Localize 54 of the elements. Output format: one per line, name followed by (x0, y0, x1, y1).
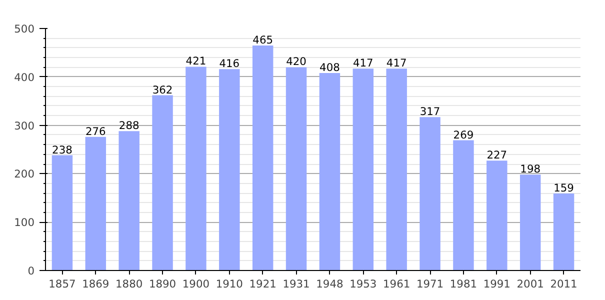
x-tick-label: 1910 (216, 278, 244, 290)
data-label: 227 (486, 148, 508, 162)
y-tick-label: 0 (28, 264, 35, 278)
bar (118, 131, 140, 270)
x-tick-label: 1981 (450, 278, 478, 290)
data-label: 420 (286, 55, 307, 68)
data-label: 198 (520, 162, 541, 176)
data-label: 465 (252, 33, 274, 46)
data-label: 288 (118, 119, 140, 132)
x-tick-label: 1971 (416, 278, 444, 290)
bar (486, 160, 508, 270)
x-tick-label: 1857 (48, 278, 76, 290)
x-tick-label: 2001 (516, 278, 544, 290)
bar (319, 73, 340, 270)
x-tick-label: 1991 (483, 278, 510, 290)
bar (219, 69, 240, 270)
bar (85, 136, 106, 270)
data-label: 417 (386, 56, 407, 70)
bar (186, 66, 206, 270)
x-tick-label: 1948 (316, 278, 344, 290)
x-tick-label: 1869 (82, 278, 110, 290)
data-label: 269 (453, 128, 474, 142)
bar (352, 68, 374, 270)
y-tick-label: 200 (14, 168, 35, 181)
bar (420, 117, 440, 270)
bar (453, 140, 474, 270)
y-tick-label: 100 (14, 216, 35, 230)
x-tick-label: 1961 (383, 278, 410, 290)
x-tick-label: 1921 (249, 278, 276, 290)
bar (286, 67, 307, 270)
data-label: 362 (152, 83, 173, 96)
bar (520, 174, 541, 270)
data-label: 408 (320, 61, 340, 74)
x-tick-label: 1953 (350, 278, 377, 290)
y-tick-label: 400 (14, 70, 35, 84)
data-label: 421 (186, 54, 206, 68)
bar (386, 68, 407, 270)
bar (252, 45, 274, 270)
bar (52, 155, 73, 270)
x-tick-label: 2011 (550, 278, 578, 290)
data-label: 276 (85, 124, 106, 138)
x-tick-label: 1931 (282, 278, 310, 290)
x-tick-label: 1900 (182, 278, 210, 290)
bar (152, 95, 173, 270)
data-label: 416 (219, 57, 240, 70)
data-label: 317 (420, 105, 440, 118)
data-label: 417 (352, 56, 374, 70)
x-tick-label: 1890 (148, 278, 176, 290)
y-tick-label: 300 (14, 119, 35, 132)
data-label: 159 (554, 182, 574, 195)
data-label: 238 (52, 143, 73, 156)
bar (553, 194, 574, 270)
y-tick-label: 500 (14, 22, 35, 36)
x-tick-label: 1880 (116, 278, 143, 290)
